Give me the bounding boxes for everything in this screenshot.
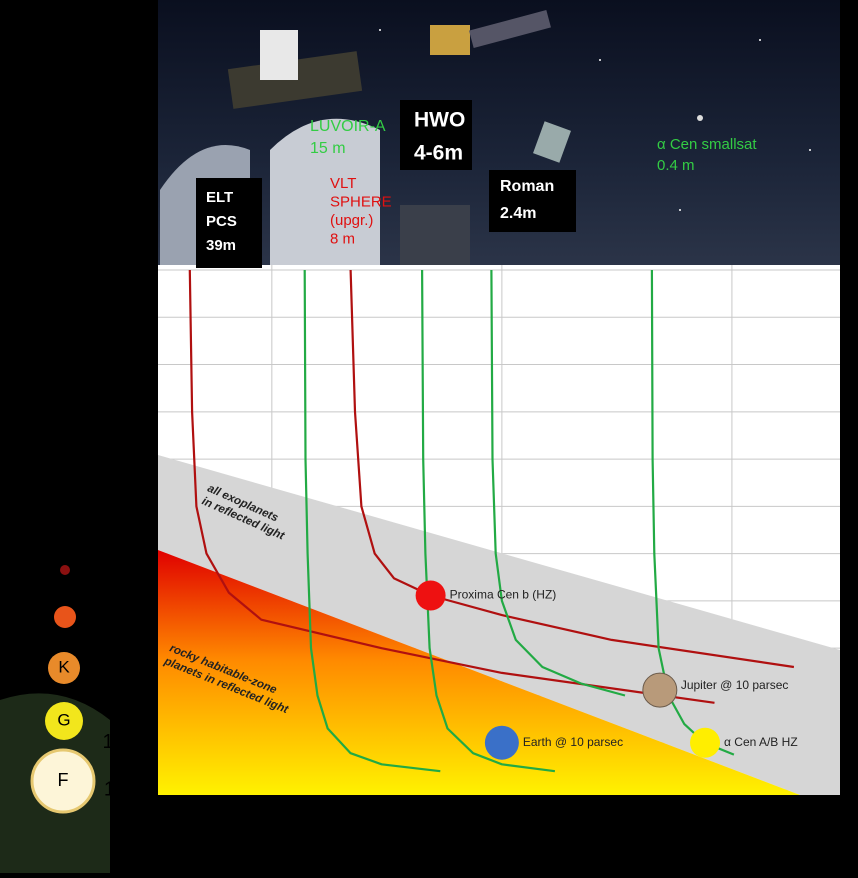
series-label: 15 m bbox=[310, 140, 346, 157]
planet-point bbox=[485, 726, 519, 760]
x-tick-label: 100 bbox=[485, 798, 518, 820]
y-axis-label: contrast bbox=[60, 345, 88, 444]
series-label: SPHERE bbox=[330, 193, 392, 210]
series-label: (upgr.) bbox=[330, 212, 373, 229]
y-tick-label: 10⁻³ bbox=[111, 400, 151, 422]
y-tick-label: 10⁻⁸ bbox=[109, 636, 150, 658]
series-label: HWO bbox=[414, 109, 465, 132]
y-tick-label: 10⁻⁵ bbox=[109, 495, 150, 517]
series-label: 2.4m bbox=[500, 205, 536, 222]
y-tick-label: 10⁻⁷ bbox=[110, 589, 150, 611]
planet-label: Jupiter @ 10 parsec bbox=[681, 678, 789, 692]
star-type-label: K bbox=[58, 657, 70, 676]
planet-point bbox=[690, 728, 720, 758]
y-tick-label: 10⁻⁶ bbox=[109, 542, 150, 564]
y-tick-label: 10⁻² bbox=[111, 353, 151, 375]
series-label: Roman bbox=[500, 178, 554, 195]
x-tick-label: 1000 bbox=[710, 798, 755, 820]
y-tick-label: 10⁻¹⁰ bbox=[103, 731, 150, 753]
series-label: 39m bbox=[206, 237, 236, 254]
series-label: 4-6m bbox=[414, 142, 463, 165]
planet-point bbox=[416, 581, 446, 611]
planet-point bbox=[643, 673, 677, 707]
planet-label: Earth @ 10 parsec bbox=[523, 735, 623, 749]
y-tick-label: 10⁻⁴ bbox=[109, 447, 150, 469]
planet-label: α Cen A/B HZ bbox=[724, 735, 798, 749]
series-label: VLT bbox=[330, 175, 356, 192]
page: Proxima Cen b (HZ) Earth @ 10 parsec Jupit… bbox=[0, 0, 858, 873]
star-type-label: F bbox=[58, 770, 69, 790]
x-axis-label: angular separation [milli-arcsec] bbox=[306, 834, 691, 862]
series-label: 0.4 m bbox=[657, 157, 695, 174]
star-type-label: M bbox=[58, 583, 71, 600]
series-label: α Cen smallsat bbox=[657, 136, 757, 153]
series-label: PCS bbox=[206, 213, 237, 230]
chart: Proxima Cen b (HZ) Earth @ 10 parsec Jupit… bbox=[0, 0, 858, 873]
x-tick-label: 10 bbox=[261, 798, 283, 820]
y-tick-label: 1 bbox=[139, 258, 150, 280]
y-tick-label: 10⁻¹¹ bbox=[104, 778, 150, 800]
series-label: LUVOIR-A bbox=[310, 118, 386, 135]
y-tick-label: 10⁻⁹ bbox=[109, 684, 150, 706]
planet-label: Proxima Cen b (HZ) bbox=[450, 588, 557, 602]
series-label: 8 m bbox=[330, 230, 355, 247]
series-label: ELT bbox=[206, 189, 233, 206]
y-tick-label: 10⁻¹ bbox=[111, 306, 151, 328]
star-type-label: G bbox=[57, 710, 70, 729]
